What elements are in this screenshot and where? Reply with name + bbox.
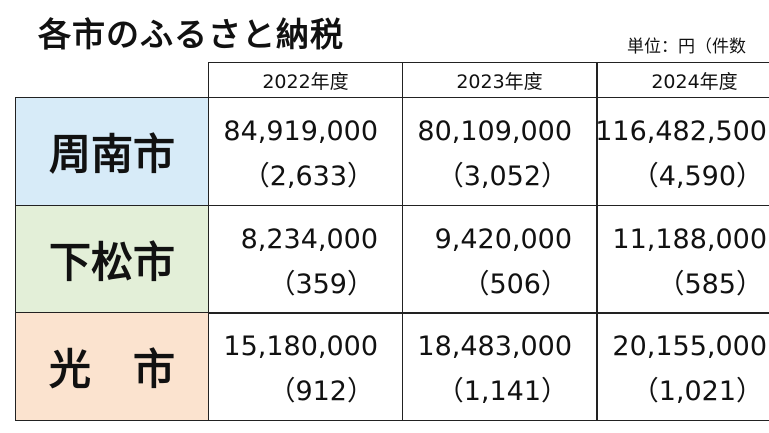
title: 各市のふるさと納税 <box>38 15 344 54</box>
count: （3,052） <box>436 161 568 192</box>
count: （2,633） <box>242 161 374 192</box>
unit-note: 単位：円（件数 <box>627 37 746 57</box>
column-header: 2023年度 <box>402 62 597 98</box>
count: （912） <box>268 376 374 407</box>
value-cell: 15,180,000 （912） <box>208 312 403 421</box>
amount: 84,919,000 <box>223 116 378 147</box>
amount: 18,483,000 <box>417 331 572 362</box>
amount: 11,188,000 <box>612 224 767 255</box>
row-name: 下松市 <box>15 205 209 314</box>
amount: 9,420,000 <box>434 224 572 255</box>
column-header: 2024年度 <box>597 62 769 98</box>
count: （506） <box>462 269 568 300</box>
column-header: 2022年度 <box>208 62 403 98</box>
value-cell: 9,420,000 （506） <box>402 205 597 314</box>
value-cell: 84,919,000 （2,633） <box>208 97 403 206</box>
value-cell: 116,482,500 （4,590） <box>595 97 769 206</box>
row-name: 光 市 <box>15 312 209 421</box>
amount: 80,109,000 <box>417 116 572 147</box>
amount: 15,180,000 <box>223 331 378 362</box>
value-cell: 18,483,000 （1,141） <box>402 312 597 421</box>
value-cell: 8,234,000 （359） <box>208 205 403 314</box>
count: （359） <box>268 269 374 300</box>
amount: 116,482,500 <box>595 116 767 147</box>
count: （1,021） <box>631 376 763 407</box>
amount: 8,234,000 <box>240 224 378 255</box>
count: （585） <box>657 269 763 300</box>
value-cell: 11,188,000 （585） <box>597 205 769 314</box>
amount: 20,155,000 <box>612 331 767 362</box>
row-name: 周南市 <box>15 97 209 206</box>
count: （1,141） <box>436 376 568 407</box>
count: （4,590） <box>631 161 763 192</box>
value-cell: 20,155,000 （1,021） <box>597 312 769 421</box>
value-cell: 80,109,000 （3,052） <box>402 97 597 206</box>
